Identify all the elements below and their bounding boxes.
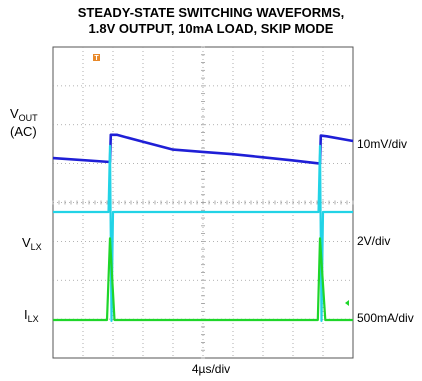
vlx-scale-label: 2V/div: [357, 234, 391, 248]
traces: [52, 133, 354, 322]
grid: [52, 46, 354, 359]
vout-scale-label: 10mV/div: [357, 137, 408, 151]
trace-vout-ac-: [52, 133, 354, 165]
trace-vlx: [53, 144, 353, 322]
vout-channel-label: VOUT (AC): [10, 106, 38, 139]
trace-ilx: [53, 237, 353, 322]
ilx-scale-label: 500mA/div: [357, 311, 414, 325]
trigger-marker-box: [93, 54, 100, 61]
trigger-marker-text: T: [94, 55, 99, 62]
ilx-channel-label: ILX: [24, 307, 39, 325]
trigger-marker: T: [93, 54, 100, 62]
chart-title: STEADY-STATE SWITCHING WAVEFORMS,: [77, 5, 345, 20]
time-scale-label: 4µs/div: [191, 362, 231, 376]
vlx-channel-label: VLX: [22, 235, 42, 253]
chart-subtitle: 1.8V OUTPUT, 10mA LOAD, SKIP MODE: [88, 21, 334, 36]
ground-marker-icon: [345, 300, 349, 306]
